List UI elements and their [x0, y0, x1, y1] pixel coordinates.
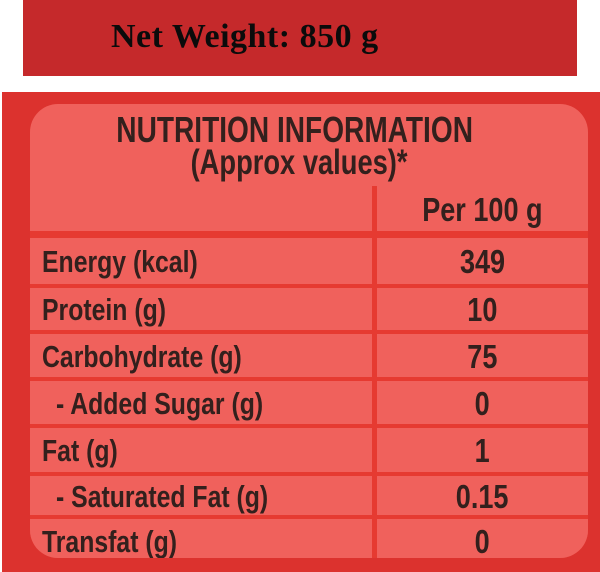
- label-title: NUTRITION INFORMATION: [116, 109, 474, 150]
- row-value: 0: [377, 381, 588, 424]
- table-row: Energy (kcal) 349: [30, 238, 588, 284]
- table-row: Transfat (g) 0: [30, 519, 588, 558]
- red-background-panel: NUTRITION INFORMATION (Approx values)* P…: [2, 92, 600, 572]
- row-value: 75: [377, 334, 588, 377]
- table-row: Carbohydrate (g) 75: [30, 334, 588, 377]
- value-column-header: Per 100 g: [377, 186, 588, 231]
- row-name: Energy (kcal): [30, 238, 372, 284]
- nutrition-label: NUTRITION INFORMATION (Approx values)* P…: [30, 104, 588, 558]
- row-name: Transfat (g): [30, 519, 372, 558]
- row-value: 0.15: [377, 476, 588, 515]
- label-heading: NUTRITION INFORMATION (Approx values)*: [30, 109, 588, 182]
- row-name: - Saturated Fat (g): [30, 476, 372, 515]
- label-subtitle: (Approx values)*: [190, 143, 408, 182]
- table-row: Fat (g) 1: [30, 428, 588, 472]
- row-value: 1: [377, 428, 588, 472]
- net-weight-text: Net Weight: 850 g: [111, 18, 379, 55]
- table-row: - Saturated Fat (g) 0.15: [30, 476, 588, 515]
- value-column-header-text: Per 100 g: [422, 190, 543, 228]
- row-name: Fat (g): [30, 428, 372, 472]
- row-name: - Added Sugar (g): [30, 381, 372, 424]
- table-row: - Added Sugar (g) 0: [30, 381, 588, 424]
- row-name: Carbohydrate (g): [30, 334, 372, 377]
- table-header-row: Per 100 g: [30, 186, 588, 231]
- net-weight-band: Net Weight: 850 g: [23, 0, 577, 76]
- nutrition-table: Per 100 g Energy (kcal) 349 Protein (g) …: [30, 186, 588, 558]
- row-value: 0: [377, 519, 588, 558]
- row-value: 349: [377, 238, 588, 284]
- row-name: Protein (g): [30, 288, 372, 330]
- table-row: Protein (g) 10: [30, 288, 588, 330]
- row-value: 10: [377, 288, 588, 330]
- header-empty-cell: [30, 186, 372, 231]
